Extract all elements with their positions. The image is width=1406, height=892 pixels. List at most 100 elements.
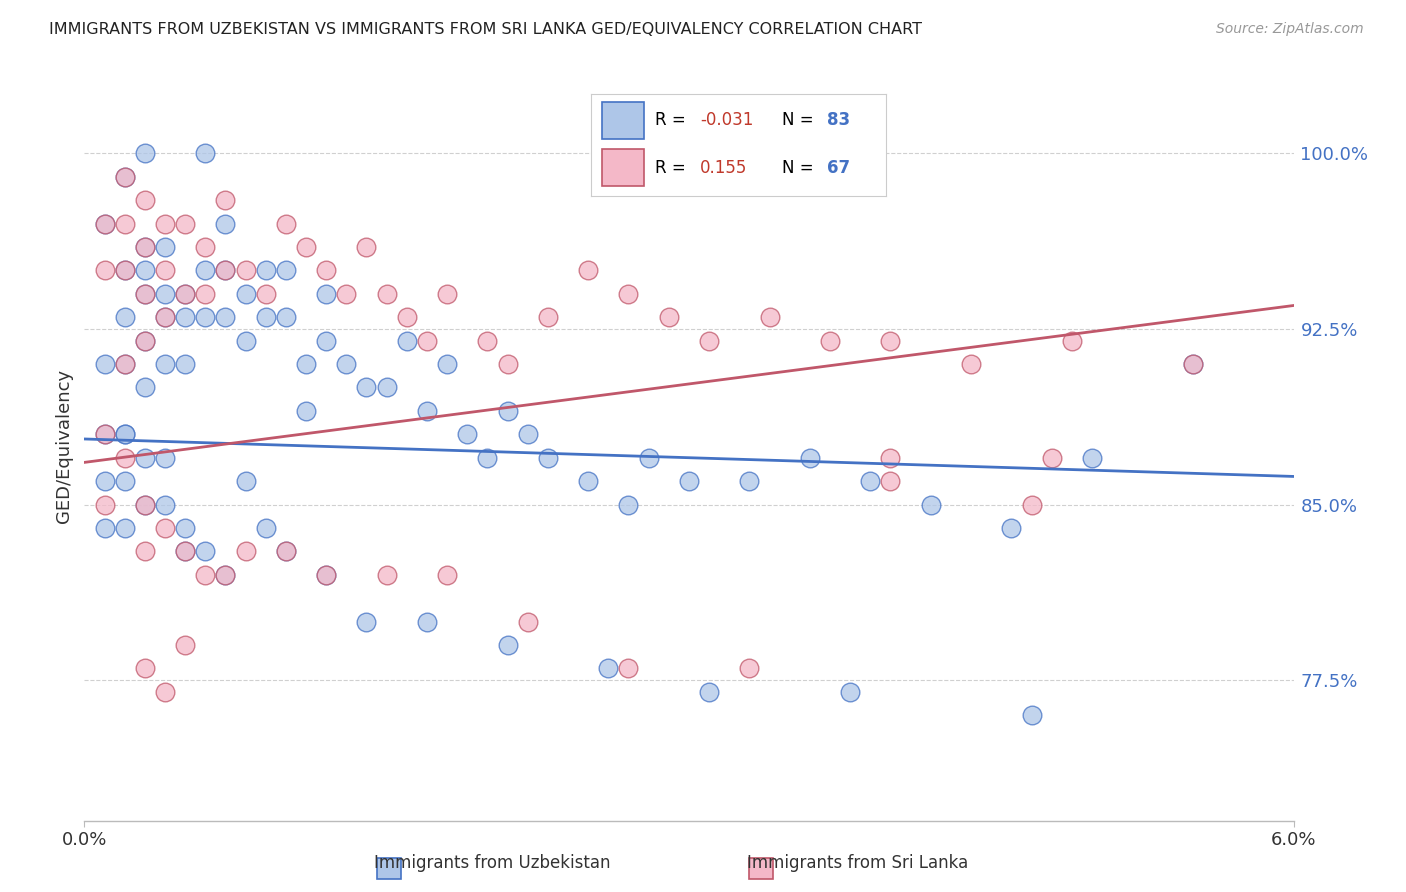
Point: [1081, 450, 1104, 465]
Point: [356, 380, 378, 394]
Point: [375, 286, 398, 301]
Point: [576, 263, 599, 277]
Point: [235, 263, 257, 277]
Point: [214, 567, 236, 582]
Point: [254, 286, 277, 301]
Point: [274, 544, 297, 558]
Point: [194, 286, 217, 301]
Point: [174, 638, 197, 652]
Point: [295, 404, 318, 418]
Point: [1021, 498, 1043, 512]
Point: [315, 286, 337, 301]
Point: [678, 474, 700, 488]
Point: [1181, 357, 1204, 371]
Text: N =: N =: [782, 159, 820, 177]
Point: [738, 661, 761, 675]
Point: [617, 498, 640, 512]
Point: [194, 310, 217, 325]
Point: [134, 380, 156, 394]
Point: [375, 567, 398, 582]
Point: [477, 450, 499, 465]
Point: [134, 450, 156, 465]
Point: [254, 521, 277, 535]
Point: [395, 310, 418, 325]
Point: [496, 357, 519, 371]
Point: [879, 450, 901, 465]
Point: [416, 615, 439, 629]
Point: [416, 404, 439, 418]
Point: [114, 427, 136, 442]
Point: [315, 263, 337, 277]
Point: [174, 217, 197, 231]
Point: [818, 334, 841, 348]
Point: [456, 427, 478, 442]
Point: [153, 357, 176, 371]
Point: [254, 310, 277, 325]
Point: [920, 498, 942, 512]
Point: [879, 334, 901, 348]
Point: [153, 450, 176, 465]
Text: Immigrants from Sri Lanka: Immigrants from Sri Lanka: [747, 855, 969, 872]
Point: [153, 685, 176, 699]
Point: [214, 193, 236, 207]
Point: [114, 169, 136, 184]
Point: [496, 638, 519, 652]
Point: [174, 286, 197, 301]
Point: [436, 286, 458, 301]
Point: [274, 544, 297, 558]
Point: [617, 661, 640, 675]
Point: [697, 685, 720, 699]
Point: [315, 567, 337, 582]
Point: [295, 357, 318, 371]
Point: [114, 450, 136, 465]
Point: [114, 169, 136, 184]
Point: [799, 450, 821, 465]
Point: [134, 498, 156, 512]
Point: [274, 263, 297, 277]
Text: R =: R =: [655, 112, 692, 129]
Point: [194, 544, 217, 558]
Text: R =: R =: [655, 159, 697, 177]
Text: N =: N =: [782, 112, 820, 129]
Text: 83: 83: [827, 112, 849, 129]
Point: [315, 334, 337, 348]
Point: [295, 240, 318, 254]
Text: 67: 67: [827, 159, 849, 177]
Point: [537, 450, 560, 465]
Point: [274, 310, 297, 325]
Point: [134, 334, 156, 348]
Point: [1021, 708, 1043, 723]
Point: [134, 193, 156, 207]
Point: [114, 263, 136, 277]
Point: [174, 286, 197, 301]
Point: [153, 240, 176, 254]
Point: [93, 427, 115, 442]
Point: [153, 286, 176, 301]
Point: [93, 498, 115, 512]
Point: [235, 544, 257, 558]
Point: [114, 427, 136, 442]
Text: IMMIGRANTS FROM UZBEKISTAN VS IMMIGRANTS FROM SRI LANKA GED/EQUIVALENCY CORRELAT: IMMIGRANTS FROM UZBEKISTAN VS IMMIGRANTS…: [49, 22, 922, 37]
Point: [93, 427, 115, 442]
Point: [477, 334, 499, 348]
Point: [134, 263, 156, 277]
Point: [134, 240, 156, 254]
Point: [114, 263, 136, 277]
Bar: [602, 149, 644, 186]
Point: [839, 685, 862, 699]
Point: [356, 240, 378, 254]
Point: [576, 474, 599, 488]
Bar: [602, 102, 644, 139]
Point: [153, 310, 176, 325]
Point: [375, 380, 398, 394]
Point: [194, 240, 217, 254]
Point: [214, 567, 236, 582]
Point: [134, 498, 156, 512]
Point: [93, 357, 115, 371]
Point: [134, 334, 156, 348]
Point: [516, 427, 538, 442]
Text: Source: ZipAtlas.com: Source: ZipAtlas.com: [1216, 22, 1364, 37]
Point: [93, 521, 115, 535]
Point: [436, 567, 458, 582]
Point: [114, 474, 136, 488]
